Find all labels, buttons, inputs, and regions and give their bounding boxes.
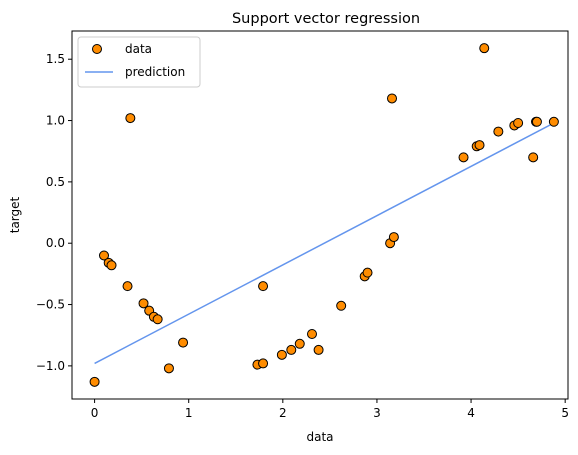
data-point-6	[138, 298, 149, 309]
plot-area	[89, 43, 559, 387]
x-tick-label: 4	[467, 406, 475, 420]
data-point-25	[388, 232, 399, 243]
y-tick-label: 1.0	[46, 114, 65, 128]
legend-label-prediction: prediction	[125, 65, 185, 79]
data-point-3	[106, 260, 117, 271]
data-point-9	[152, 314, 163, 325]
data-point-24	[387, 93, 397, 104]
data-point-26	[458, 152, 469, 163]
data-point-11	[178, 337, 189, 348]
x-tick-label: 5	[561, 406, 569, 420]
data-point-1	[99, 250, 109, 261]
y-tick-label: 1.5	[46, 52, 65, 66]
x-tick-label: 3	[373, 406, 381, 420]
data-point-13	[258, 358, 269, 369]
legend: data prediction	[77, 36, 201, 88]
data-point-19	[313, 344, 324, 355]
data-point-17	[294, 338, 305, 349]
data-point-32	[513, 118, 524, 128]
data-point-28	[474, 140, 485, 151]
data-point-15	[276, 349, 287, 360]
x-tick-label: 0	[91, 406, 99, 420]
data-point-10	[163, 363, 174, 374]
prediction-line	[94, 122, 555, 365]
x-tick-label: 1	[185, 406, 193, 420]
data-point-30	[493, 126, 504, 137]
data-point-22	[362, 267, 373, 278]
data-point-4	[122, 281, 133, 292]
data-point-29	[479, 43, 490, 54]
x-axis-label: data	[306, 430, 333, 444]
data-point-16	[286, 344, 297, 355]
data-point-33	[528, 152, 539, 163]
legend-box	[77, 36, 201, 88]
chart-title: Support vector regression	[232, 11, 420, 27]
data-point-20	[336, 300, 347, 311]
x-tick-label: 2	[279, 406, 287, 420]
data-point-5	[125, 113, 136, 124]
y-tick-label: 0.5	[46, 175, 65, 189]
legend-marker-data	[92, 44, 102, 54]
data-point-0	[89, 376, 100, 387]
data-point-18	[307, 328, 317, 339]
axis-ticks: 0 1 2 3 4 5 −1.0 −0.5 0.0 0.5 1.0 1.5	[36, 52, 569, 420]
y-tick-label: −1.0	[36, 359, 65, 373]
data-point-14	[258, 281, 269, 292]
data-point-36	[548, 116, 559, 127]
y-axis-label: target	[8, 196, 22, 233]
y-tick-label: 0.0	[46, 236, 65, 250]
data-point-35	[531, 116, 542, 127]
axes-frame	[71, 30, 569, 400]
y-tick-label: −0.5	[36, 298, 65, 312]
legend-label-data: data	[125, 42, 152, 56]
